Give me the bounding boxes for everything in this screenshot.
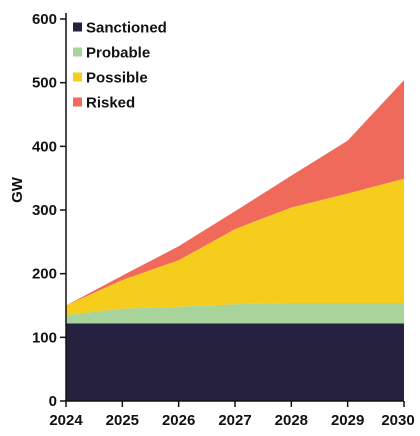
legend-item-possible: Possible <box>73 70 148 87</box>
x-tick-label: 2025 <box>106 412 139 429</box>
legend-swatch <box>73 97 82 107</box>
y-tick-label: 600 <box>32 11 57 28</box>
legend-swatch <box>73 72 82 82</box>
y-tick-label: 300 <box>32 202 57 219</box>
legend-item-sanctioned: Sanctioned <box>73 20 167 37</box>
y-tick-label: 100 <box>32 329 57 346</box>
y-tick-label: 0 <box>49 393 57 410</box>
y-axis-title: GW <box>9 176 26 203</box>
area-layers <box>66 80 404 401</box>
x-tick-label: 2028 <box>275 412 308 429</box>
y-tick-label: 400 <box>32 138 57 155</box>
y-tick-label: 200 <box>32 266 57 283</box>
legend-item-risked: Risked <box>73 95 135 112</box>
y-axis-ticks: 0 100 200 300 400 500 600 <box>32 11 66 410</box>
area-probable <box>66 302 404 324</box>
x-tick-label: 2027 <box>218 412 251 429</box>
legend-label: Probable <box>86 45 150 62</box>
legend-item-probable: Probable <box>73 45 150 62</box>
area-sanctioned <box>66 323 404 401</box>
x-tick-label: 2026 <box>162 412 195 429</box>
legend-label: Possible <box>86 70 148 87</box>
area-possible <box>66 178 404 316</box>
legend-label: Risked <box>86 95 135 112</box>
x-axis-ticks: 2024 2025 2026 2027 2028 2029 2030 <box>49 401 415 429</box>
x-tick-label: 2024 <box>49 412 83 429</box>
x-tick-label: 2029 <box>331 412 364 429</box>
legend: Sanctioned Probable Possible Risked <box>73 20 167 112</box>
x-tick-label: 2030 <box>381 412 414 429</box>
area-risked <box>66 80 404 306</box>
y-tick-label: 500 <box>32 75 57 92</box>
legend-swatch <box>73 47 82 57</box>
legend-swatch <box>73 22 82 32</box>
legend-label: Sanctioned <box>86 20 167 37</box>
